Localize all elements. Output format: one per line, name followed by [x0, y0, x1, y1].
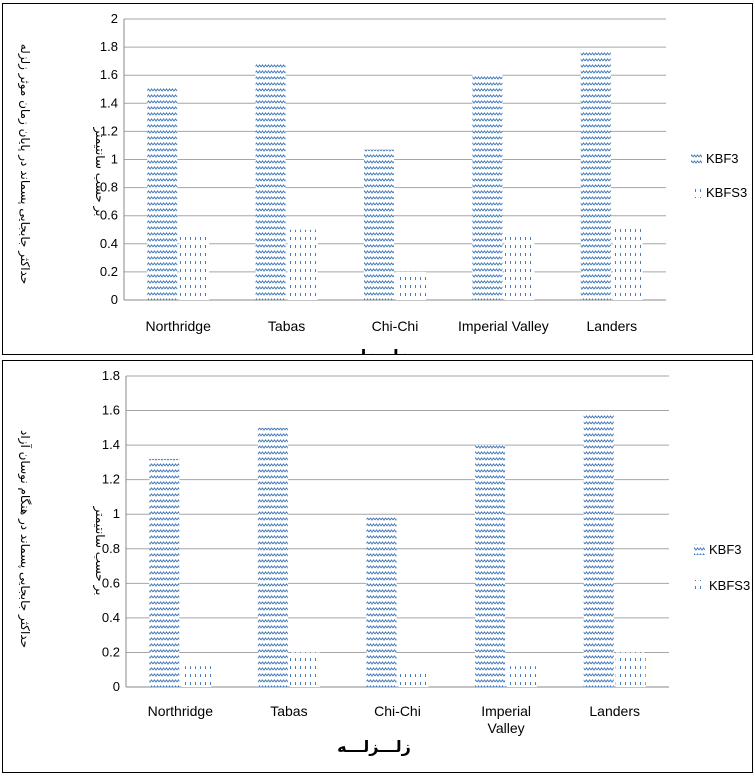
y-axis-label-group: حداکثر جابجایی پسماند در پایان زمان موثر…: [17, 44, 107, 285]
y-axis-label: حداکثر جابجایی پسماند در هنگام نوسان آزا…: [17, 430, 33, 648]
x-tick-label: Northridge: [146, 318, 212, 334]
y-tick-label: 1.4: [102, 437, 120, 452]
x-tick-label: Imperial Valley: [458, 318, 549, 334]
legend-swatch-kbfs3: [691, 187, 702, 198]
x-tick-label: Landers: [589, 703, 640, 719]
y-axis-unit-label: بر حسب سانتیمتر: [92, 127, 107, 217]
bar-kbf3-northridge: [149, 458, 180, 687]
bar-kbf3-chi-chi: [366, 517, 397, 687]
y-axis-ticks: 0 0.2 0.4 0.6 0.8 1 1.2 1.4 1.6 1.8 2: [100, 11, 118, 307]
bar-kbfs3-tabas: [289, 652, 320, 687]
legend-label-kbfs3: KBFS3: [706, 185, 747, 200]
y-tick-label: 0.2: [102, 644, 120, 659]
legend-label-kbf3: KBF3: [706, 151, 739, 166]
x-axis-label: زلـــزلـــه: [337, 737, 411, 756]
x-axis-label: زلـــزلـــه: [334, 346, 408, 354]
chart-bottom: حداکثر جابجایی پسماند در هنگام نوسان آزا…: [17, 368, 750, 756]
x-axis-ticks: Northridge Tabas Chi-Chi Imperial Valley Lan…: [146, 318, 638, 334]
x-tick-label: Imperial Valley: [481, 703, 531, 736]
y-tick-label: 1.8: [102, 368, 120, 383]
x-tick-label: Northridge: [148, 703, 214, 719]
grid: [125, 375, 669, 688]
x-tick-label: Chi-Chi: [374, 703, 421, 719]
bar-kbfs3-northridge: [181, 666, 212, 687]
legend: KBF3 KBFS3: [691, 151, 747, 200]
bars: [149, 414, 646, 687]
legend-swatch-kbf3: [691, 153, 702, 164]
y-axis-label-group: حداکثر جابجایی پسماند در هنگام نوسان آزا…: [17, 430, 107, 648]
legend-label-kbfs3: KBFS3: [709, 578, 750, 593]
y-axis-label: حداکثر جابجایی پسماند در پایان زمان موثر…: [17, 44, 32, 285]
y-tick-label: 1.8: [100, 39, 118, 54]
legend: KBF3 KBFS3: [694, 542, 750, 593]
bar-kbf3-northridge: [147, 86, 178, 300]
chart-top: حداکثر جابجایی پسماند در پایان زمان موثر…: [17, 11, 747, 354]
y-axis-unit-label: بر حسب سانتیمتر: [92, 506, 107, 596]
y-tick-label: 1.4: [100, 95, 118, 110]
y-tick-label: 1.6: [102, 403, 120, 418]
bar-kbf3-tabas: [257, 427, 288, 687]
y-tick-label: 0.2: [100, 264, 118, 279]
bar-kbfs3-tabas: [287, 229, 318, 300]
x-tick-label: Tabas: [270, 703, 307, 719]
bar-kbf3-imperial-valley: [475, 445, 506, 687]
y-tick-label: 0: [113, 679, 120, 694]
y-axis-ticks: 0 0.2 0.4 0.6 0.8 1 1.2 1.4 1.6 1.8: [102, 368, 120, 694]
x-tick-label: Chi-Chi: [372, 318, 419, 334]
bar-kbfs3-chi-chi: [396, 271, 426, 300]
y-tick-label: 1: [111, 152, 118, 167]
y-tick-label: 2: [111, 11, 118, 26]
bar-kbf3-landers: [580, 51, 611, 300]
y-tick-label: 0.6: [102, 575, 120, 590]
y-tick-label: 0: [111, 292, 118, 307]
chart-panel-top: حداکثر جابجایی پسماند در پایان زمان موثر…: [2, 3, 753, 355]
y-tick-label: 0.8: [102, 541, 120, 556]
bar-kbfs3-chi-chi: [398, 671, 429, 687]
bar-kbf3-imperial-valley: [472, 73, 503, 300]
legend-swatch-kbfs3: [694, 580, 705, 591]
grid: [123, 18, 666, 301]
bar-kbfs3-imperial-valley: [507, 666, 538, 687]
legend-label-kbf3: KBF3: [709, 542, 742, 557]
bar-kbfs3-imperial-valley: [504, 233, 535, 300]
bar-kbfs3-northridge: [179, 236, 210, 300]
x-tick-label: Landers: [587, 318, 638, 334]
y-tick-label: 0.4: [100, 236, 118, 251]
bar-kbf3-tabas: [255, 63, 286, 301]
y-tick-label: 1.2: [100, 123, 118, 138]
legend-swatch-kbf3: [694, 544, 705, 555]
bar-kbfs3-landers: [615, 652, 646, 687]
bar-kbfs3-landers: [612, 225, 643, 300]
y-tick-label: 0.8: [100, 180, 118, 195]
y-tick-label: 1: [113, 506, 120, 521]
y-tick-label: 0.6: [100, 208, 118, 223]
y-tick-label: 1.6: [100, 67, 118, 82]
y-tick-label: 0.4: [102, 610, 120, 625]
bar-kbf3-chi-chi: [364, 149, 394, 300]
bars: [147, 51, 643, 301]
bar-kbf3-landers: [583, 414, 614, 687]
x-tick-label: Tabas: [268, 318, 305, 334]
x-axis-ticks: Northridge Tabas Chi-Chi Imperial Valley Land…: [148, 703, 640, 736]
y-tick-label: 1.2: [102, 472, 120, 487]
chart-panel-bottom: حداکثر جابجایی پسماند در هنگام نوسان آزا…: [2, 360, 753, 773]
